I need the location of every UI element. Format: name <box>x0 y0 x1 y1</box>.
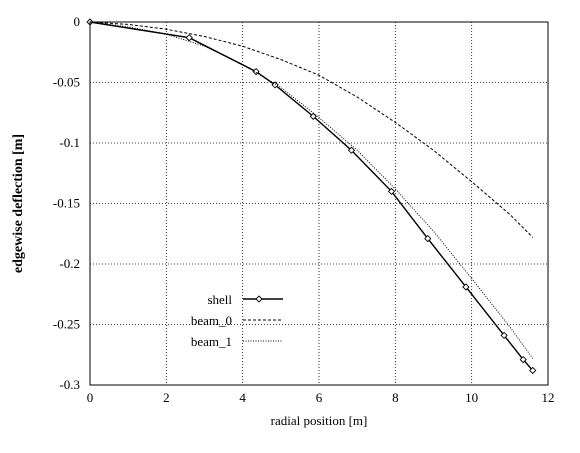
legend-label: shell <box>207 292 232 307</box>
x-tick-label: 10 <box>465 390 478 405</box>
legend-label: beam_1 <box>191 334 232 349</box>
legend-marker-shell <box>255 295 263 303</box>
grid <box>90 22 548 385</box>
x-axis-label: radial position [m] <box>271 413 368 428</box>
data-point-shell <box>500 331 508 340</box>
y-tick-label: 0 <box>74 14 81 29</box>
series-line-beam_1 <box>89 21 534 359</box>
series-line-shell <box>89 21 534 371</box>
x-tick-label: 6 <box>316 390 323 405</box>
data-point-shell <box>271 81 279 89</box>
y-tick-label: -0.05 <box>53 75 80 90</box>
y-axis-label: edgewise deflection [m] <box>11 134 26 273</box>
data-point-shell <box>424 234 432 243</box>
x-tick-label: 8 <box>392 390 399 405</box>
data-point-shell <box>519 355 527 364</box>
y-tick-label: -0.15 <box>53 196 80 211</box>
data-point-shell <box>462 283 470 291</box>
y-tick-label: -0.3 <box>59 377 80 392</box>
y-tick-label: -0.25 <box>53 317 80 332</box>
tick-labels: 0 2 4 6 8 10 12 0 -0.05 -0.1 -0.15 -0.2 -0.25 -0.3 <box>53 14 555 405</box>
data-point-shell <box>185 34 193 42</box>
y-tick-label: -0.1 <box>59 135 80 150</box>
series-line-beam_0 <box>89 21 534 238</box>
series-layer <box>86 18 537 375</box>
y-tick-label: -0.2 <box>59 256 80 271</box>
data-point-shell <box>529 366 537 375</box>
data-point-shell <box>347 146 356 154</box>
legend-label: beam_0 <box>191 313 232 328</box>
x-tick-label: 0 <box>87 390 94 405</box>
legend: shell beam_0 beam_1 <box>191 292 283 349</box>
x-tick-label: 4 <box>239 390 246 405</box>
data-point-shell <box>309 112 317 121</box>
data-point-shell <box>387 187 396 196</box>
plot-frame <box>89 21 549 386</box>
x-tick-label: 12 <box>542 390 555 405</box>
x-tick-label: 2 <box>163 390 170 405</box>
